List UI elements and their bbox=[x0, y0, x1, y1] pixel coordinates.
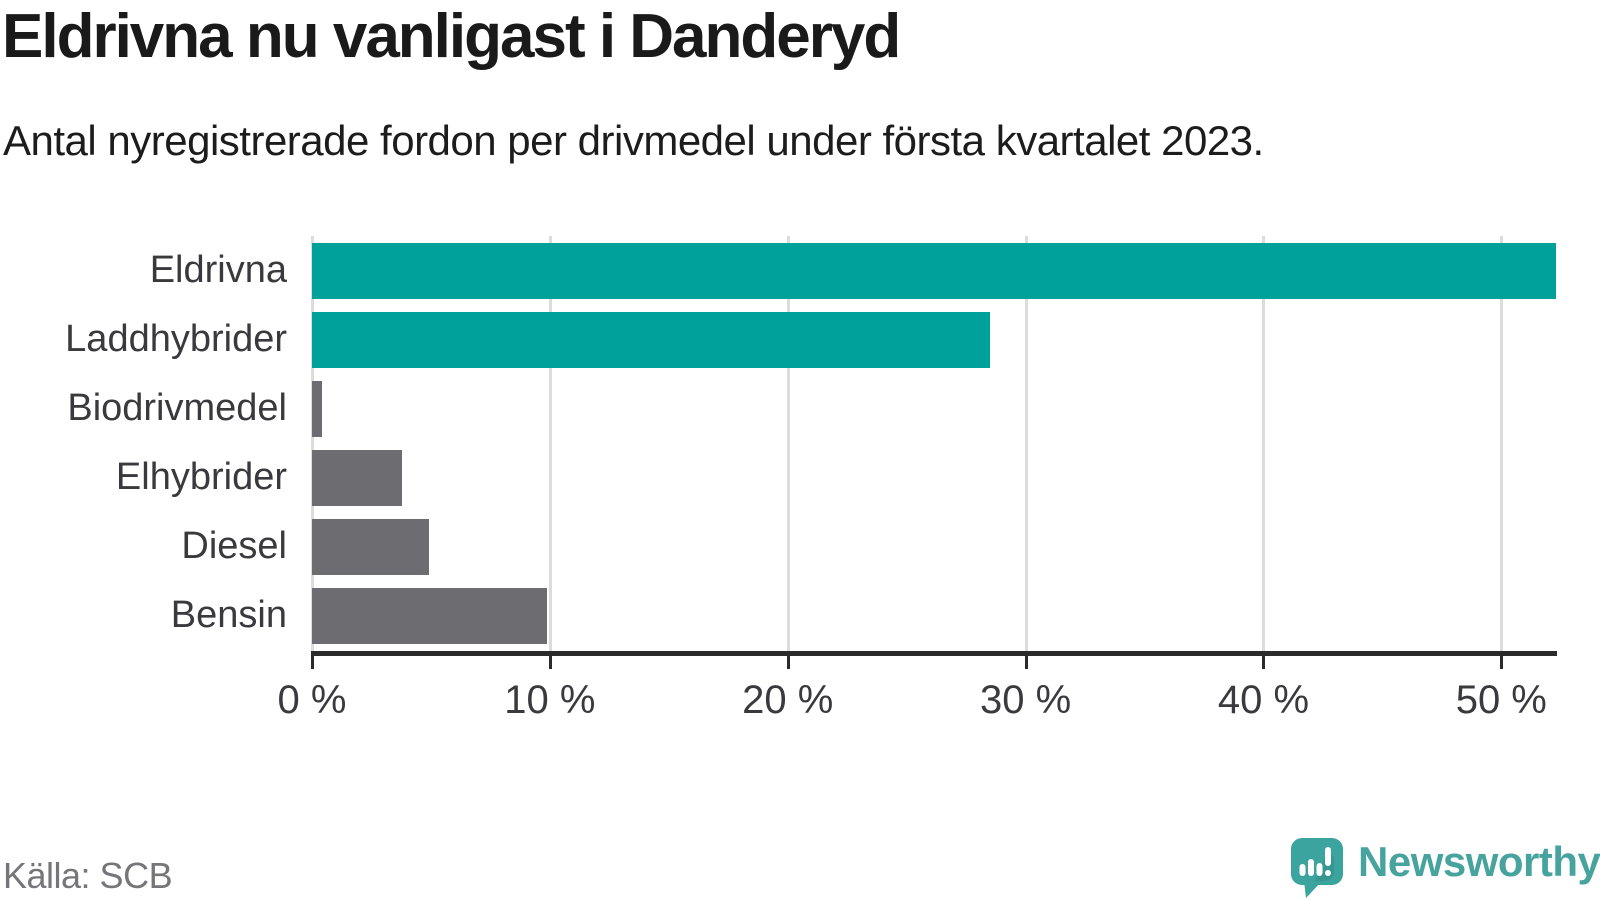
tick-mark-50 bbox=[1500, 656, 1504, 669]
category-label: Eldrivna bbox=[149, 249, 287, 291]
bar bbox=[312, 380, 322, 437]
tick-mark-40 bbox=[1262, 656, 1266, 669]
plot-area bbox=[311, 236, 1556, 651]
category-label: Diesel bbox=[181, 525, 287, 567]
x-axis-line bbox=[311, 651, 1557, 656]
gridline-30 bbox=[1024, 236, 1028, 651]
tick-label: 10 % bbox=[504, 678, 596, 722]
bar bbox=[312, 311, 990, 368]
category-label: Laddhybrider bbox=[65, 318, 287, 360]
tick-label: 0 % bbox=[277, 678, 347, 722]
category-label: Bensin bbox=[170, 594, 287, 636]
source-note: Källa: SCB bbox=[3, 855, 173, 896]
tick-mark-30 bbox=[1024, 656, 1028, 669]
bar bbox=[312, 449, 403, 506]
bar-row bbox=[312, 374, 1556, 443]
gridline-20 bbox=[786, 236, 790, 651]
newsworthy-logo-text: Newsworthy bbox=[1358, 838, 1600, 885]
bar-row bbox=[312, 581, 1556, 650]
category-label: Elhybrider bbox=[115, 456, 287, 498]
gridline-40 bbox=[1262, 236, 1266, 651]
tick-mark-10 bbox=[548, 656, 552, 669]
bar-row bbox=[312, 236, 1556, 305]
newsworthy-logo-icon bbox=[1291, 838, 1343, 898]
tick-label: 30 % bbox=[979, 678, 1072, 722]
chart-title: Eldrivna nu vanligast i Danderyd bbox=[2, 2, 901, 71]
bar-row bbox=[312, 305, 1556, 374]
tick-label: 20 % bbox=[742, 678, 834, 722]
tick-label: 40 % bbox=[1217, 678, 1310, 722]
chart-subtitle: Antal nyregistrerade fordon per drivmede… bbox=[3, 117, 1264, 164]
category-axis: Eldrivna Laddhybrider Biodrivmedel Elhybrid… bbox=[0, 236, 287, 651]
tick-mark-20 bbox=[786, 656, 790, 669]
bar-row bbox=[312, 443, 1556, 512]
category-label: Biodrivmedel bbox=[67, 387, 287, 429]
gridline-50 bbox=[1500, 236, 1504, 651]
tick-label: 50 % bbox=[1455, 678, 1547, 722]
tick-mark-0 bbox=[311, 656, 314, 669]
bar-row bbox=[312, 512, 1556, 581]
bar bbox=[312, 587, 548, 644]
bar bbox=[312, 518, 429, 575]
gridline-0 bbox=[311, 236, 314, 651]
bar bbox=[312, 242, 1556, 299]
newsworthy-logo: Newsworthy bbox=[1291, 838, 1600, 898]
gridline-10 bbox=[548, 236, 552, 651]
